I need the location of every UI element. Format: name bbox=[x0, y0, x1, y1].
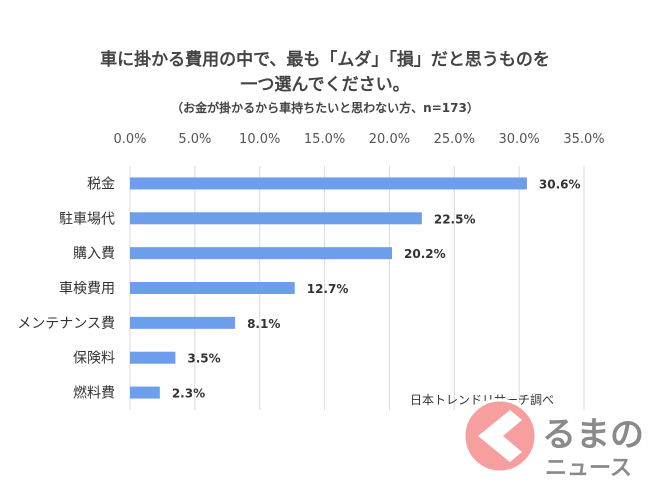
x-tick-label: 30.0% bbox=[498, 132, 539, 147]
data-label: 20.2% bbox=[404, 247, 446, 261]
chart-subtitle: （お金が掛かるから車持ちたいと思わない方、n=173） bbox=[171, 101, 479, 115]
chart-title-line2: 一つ選んでください。 bbox=[240, 75, 410, 95]
category-label: 駐車場代 bbox=[59, 210, 115, 227]
x-tick-label: 20.0% bbox=[369, 132, 410, 147]
data-label: 22.5% bbox=[434, 212, 476, 226]
category-label: 税金 bbox=[87, 176, 115, 192]
category-label: 購入費 bbox=[73, 246, 115, 262]
category-label: 車検費用 bbox=[59, 280, 115, 297]
data-label: 12.7% bbox=[307, 282, 349, 296]
bar bbox=[130, 386, 160, 399]
data-label: 30.6% bbox=[539, 177, 581, 191]
x-tick-label: 5.0% bbox=[178, 132, 211, 147]
data-label: 8.1% bbox=[247, 317, 280, 331]
bar bbox=[130, 351, 176, 364]
x-tick-label: 0.0% bbox=[113, 132, 146, 147]
bar bbox=[130, 282, 295, 294]
x-tick-label: 10.0% bbox=[239, 132, 280, 147]
x-tick-label: 35.0% bbox=[563, 132, 604, 147]
data-label: 2.3% bbox=[172, 387, 205, 401]
bar bbox=[130, 247, 393, 260]
category-label: 燃料費 bbox=[73, 385, 115, 402]
chart-title-line1: 車に掛かる費用の中で、最も「ムダ」「損」だと思うものを bbox=[100, 50, 550, 70]
x-tick-label: 15.0% bbox=[304, 132, 345, 147]
source-note: 日本トレンドリサーチ調べ bbox=[410, 393, 555, 407]
bar bbox=[130, 212, 422, 225]
x-tick-label: 25.0% bbox=[434, 132, 475, 147]
data-label: 3.5% bbox=[187, 352, 220, 366]
category-label: メンテナンス費 bbox=[17, 316, 115, 332]
bar bbox=[130, 177, 527, 190]
bar bbox=[130, 316, 236, 329]
category-label: 保険料 bbox=[73, 351, 115, 367]
